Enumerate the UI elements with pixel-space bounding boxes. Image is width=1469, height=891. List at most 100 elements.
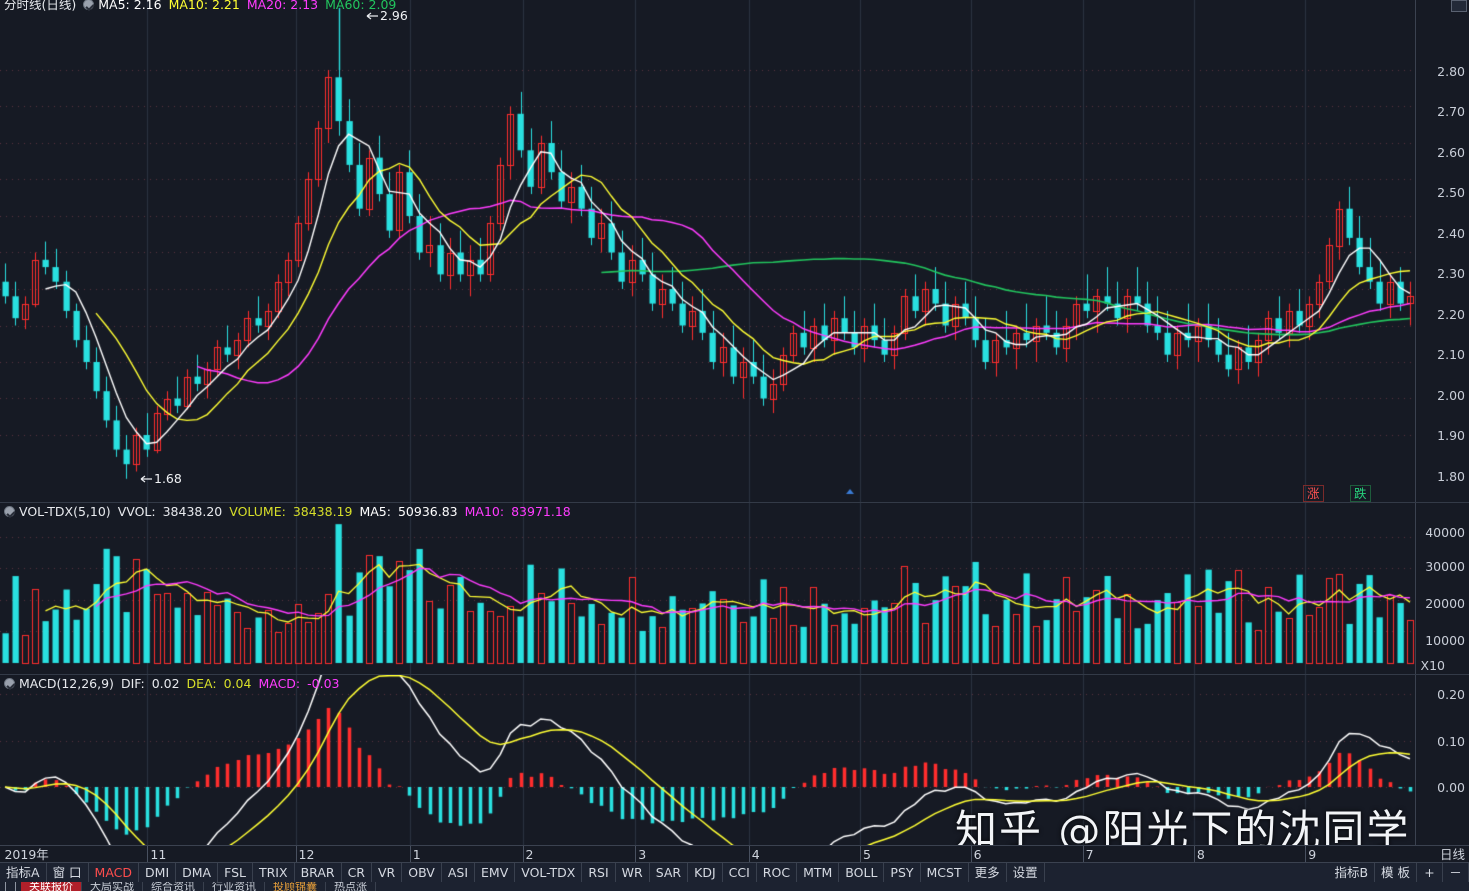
price-tick-7: 2.10: [1437, 347, 1465, 362]
ma20-legend: MA20: 2.13: [246, 0, 319, 12]
toolbar-btn-DMA[interactable]: DMA: [176, 863, 219, 882]
macd-tick-2: 0.00: [1437, 780, 1465, 795]
ma60-legend: MA60: 2.09: [325, 0, 397, 12]
vol-ma10-value: 83971.18: [511, 504, 571, 519]
macd-label: MACD:: [258, 676, 301, 691]
indicator-toggle-icon[interactable]: [83, 0, 95, 10]
volume-chart-canvas[interactable]: [0, 503, 1415, 674]
ma10-legend: MA10: 2.21: [168, 0, 240, 12]
price-tick-0: 2.80: [1437, 64, 1465, 79]
price-tick-10: 1.80: [1437, 469, 1465, 484]
toolbar2-btn-投顾锦囊[interactable]: 投顾锦囊: [265, 882, 326, 891]
date-label-11: 11: [150, 847, 167, 862]
volume-tick-1: 30000: [1425, 559, 1465, 574]
toolbar-btn-KDJ[interactable]: KDJ: [688, 863, 723, 882]
volume-y-axis: 40000 30000 20000 10000 X10: [1415, 503, 1469, 674]
volume-tick-2: 20000: [1425, 596, 1465, 611]
volume-axis-divider: [1415, 503, 1416, 674]
toolbar-right-btn-+[interactable]: +: [1417, 863, 1443, 882]
x-axis-date-strip: 2019年 11 12 1 2 3 4 5 6 7 8 9 日线: [0, 845, 1469, 863]
toolbar-btn-RSI[interactable]: RSI: [582, 863, 616, 882]
toolbar-btn-TRIX[interactable]: TRIX: [253, 863, 295, 882]
toolbar-btn-VR[interactable]: VR: [372, 863, 403, 882]
dif-value: 0.02: [151, 676, 180, 691]
date-label-1: 1: [412, 847, 421, 862]
date-tick: [635, 846, 637, 862]
vol-ma5-value: 50936.83: [397, 504, 458, 519]
date-label-4: 4: [751, 847, 760, 862]
toolbar-btn-PSY[interactable]: PSY: [884, 863, 921, 882]
toolbar-btn-更多[interactable]: 更多: [969, 863, 1007, 882]
toolbar2-btn-关联报价[interactable]: 关联报价: [21, 882, 82, 891]
toolbar-btn-DMI[interactable]: DMI: [139, 863, 177, 882]
toolbar-btn-MTM[interactable]: MTM: [797, 863, 840, 882]
macd-legend: MACD(12,26,9) DIF: 0.02 DEA: 0.04 MACD: -0.03: [0, 675, 346, 692]
date-label-3: 3: [638, 847, 647, 862]
toolbar-btn-设置[interactable]: 设置: [1007, 863, 1045, 882]
volume-indicator-icon[interactable]: [4, 506, 15, 517]
price-legend-title: 分时线(日线): [4, 0, 77, 12]
price-tick-1: 2.70: [1437, 104, 1465, 119]
secondary-toolbar[interactable]: 关联报价 大局实战 综合资讯 行业资讯 投顾锦囊 热点涨: [0, 882, 1469, 891]
toolbar-btn-EMV[interactable]: EMV: [475, 863, 516, 882]
dif-label: DIF:: [120, 676, 145, 691]
price-chart-canvas[interactable]: [0, 0, 1415, 502]
date-tick: [860, 846, 862, 862]
price-panel: 分时线(日线) MA5: 2.16 MA10: 2.21 MA20: 2.13 MA60…: [0, 0, 1469, 502]
vvol-label: VVOL:: [117, 504, 156, 519]
volume-indicator-name: VOL-TDX(5,10): [19, 504, 111, 519]
toolbar-btn-BRAR[interactable]: BRAR: [295, 863, 342, 882]
toolbar2-btn-综合资讯[interactable]: 综合资讯: [143, 882, 204, 891]
volume-panel: VOL-TDX(5,10) VVOL: 38438.20 VOLUME: 38438.1…: [0, 503, 1469, 674]
date-label-9: 9: [1308, 847, 1317, 862]
toolbar2-checkbox[interactable]: [5, 882, 16, 891]
volume-unit: X10: [1420, 658, 1445, 673]
toolbar-btn-CR[interactable]: CR: [342, 863, 372, 882]
toolbar-right-btn-指标B[interactable]: 指标B: [1328, 863, 1376, 882]
toolbar-btn-FSL[interactable]: FSL: [218, 863, 253, 882]
dea-label: DEA:: [186, 676, 217, 691]
date-tick: [409, 846, 411, 862]
macd-panel: MACD(12,26,9) DIF: 0.02 DEA: 0.04 MACD: -0.03 …: [0, 675, 1469, 845]
low-price-annotation: 1.68: [140, 471, 182, 486]
macd-chart-canvas[interactable]: [0, 675, 1415, 845]
toolbar-right-btn-模板[interactable]: 模 板: [1375, 863, 1417, 882]
toolbar-btn-OBV[interactable]: OBV: [402, 863, 442, 882]
indicator-toolbar[interactable]: 指标A 窗 口 MACD DMI DMA FSL TRIX BRAR CR VR OBV ASI EMV…: [0, 863, 1469, 882]
toolbar-btn-ASI[interactable]: ASI: [442, 863, 476, 882]
date-tick: [748, 846, 750, 862]
toolbar-btn-ROC[interactable]: ROC: [757, 863, 798, 882]
date-tick: [295, 846, 297, 862]
macd-indicator-name: MACD(12,26,9): [19, 676, 114, 691]
date-label-6: 6: [973, 847, 982, 862]
volume-tick-3: 10000: [1425, 633, 1465, 648]
toolbar-btn-CCI[interactable]: CCI: [723, 863, 757, 882]
toolbar-btn-VOL-TDX[interactable]: VOL-TDX: [515, 863, 583, 882]
high-price-annotation: 2.96: [366, 8, 408, 23]
date-label-12: 12: [298, 847, 315, 862]
date-tick: [970, 846, 972, 862]
toolbar-btn-MCST[interactable]: MCST: [921, 863, 969, 882]
toolbar-btn-指标A[interactable]: 指标A: [0, 863, 47, 882]
toolbar-btn-BOLL[interactable]: BOLL: [839, 863, 885, 882]
toolbar2-btn-行业资讯[interactable]: 行业资讯: [204, 882, 265, 891]
price-volume-divider: [0, 502, 1469, 503]
toolbar-right-btn-－[interactable]: －: [1443, 863, 1469, 882]
fall-tag[interactable]: 跌: [1350, 485, 1371, 502]
date-label-2019年: 2019年: [4, 847, 49, 862]
toolbar-btn-WR[interactable]: WR: [616, 863, 650, 882]
date-tick: [1082, 846, 1084, 862]
date-tick: [1193, 846, 1195, 862]
toolbar2-btn-大局实战[interactable]: 大局实战: [82, 882, 143, 891]
macd-indicator-icon[interactable]: [4, 678, 15, 689]
toolbar2-btn-热点涨[interactable]: 热点涨: [326, 882, 376, 891]
rise-tag[interactable]: 涨: [1303, 485, 1324, 502]
price-tick-3: 2.50: [1437, 185, 1465, 200]
period-label[interactable]: 日线: [1439, 847, 1465, 862]
scroll-handle[interactable]: [1451, 0, 1467, 12]
toolbar-btn-窗口[interactable]: 窗 口: [47, 863, 89, 882]
toolbar-btn-SAR[interactable]: SAR: [650, 863, 689, 882]
toolbar-btn-MACD[interactable]: MACD: [89, 863, 140, 882]
price-y-axis: 2.80 2.70 2.60 2.50 2.40 2.30 2.20 2.10 …: [1415, 0, 1469, 502]
volume-tick-0: 40000: [1425, 525, 1465, 540]
